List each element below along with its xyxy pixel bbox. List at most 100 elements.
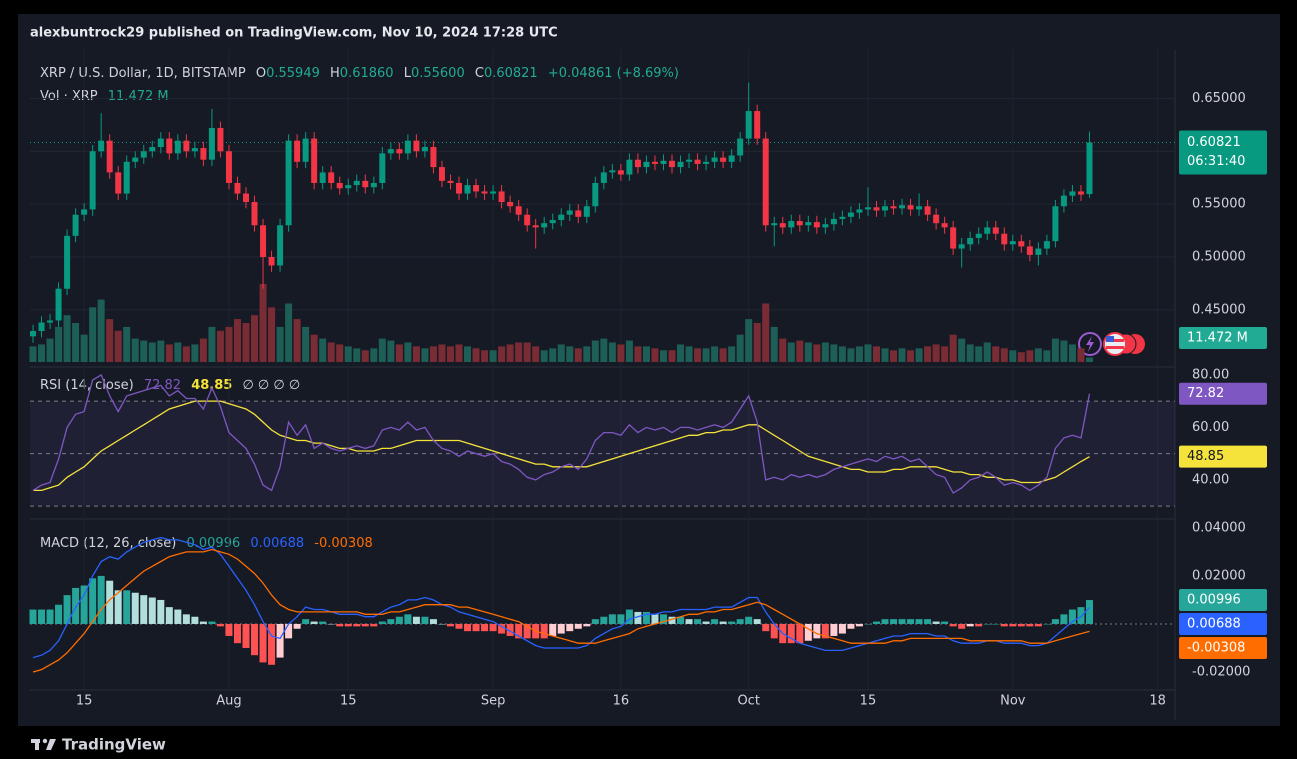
- candle-body: [174, 140, 181, 154]
- ohlc-value: 0.55600: [411, 66, 465, 81]
- volume-bar: [668, 350, 676, 362]
- volume-bar: [702, 348, 710, 362]
- icon: [1106, 346, 1124, 349]
- candle-body: [788, 221, 795, 228]
- candle-body: [464, 185, 471, 194]
- x-tick-label: 18: [1149, 694, 1166, 709]
- candle-body: [1086, 142, 1093, 195]
- histogram-bar: [106, 580, 114, 624]
- histogram-bar: [421, 616, 429, 624]
- price-badge: [1179, 637, 1267, 660]
- candle-body: [771, 223, 778, 226]
- histogram-bar: [753, 619, 761, 624]
- candle-body: [626, 159, 633, 175]
- histogram-bar: [975, 623, 983, 627]
- candle-body: [225, 151, 232, 183]
- candle-body: [157, 138, 164, 148]
- candle-body: [856, 209, 863, 213]
- histogram-bar: [694, 619, 702, 624]
- volume-bar: [830, 344, 838, 362]
- candle-body: [115, 172, 122, 194]
- histogram-bar: [804, 623, 812, 641]
- candle-body: [882, 206, 888, 211]
- volume-bar: [29, 346, 37, 362]
- volume-bar: [1051, 338, 1059, 362]
- volume-bar: [907, 350, 915, 362]
- volume-bar: [779, 338, 787, 362]
- candle-body: [456, 182, 462, 194]
- change: +0.04861 (+8.69%): [548, 66, 679, 81]
- histogram-bar: [685, 619, 693, 624]
- candle-body: [132, 157, 139, 162]
- volume-bar: [1060, 340, 1068, 362]
- ohlc-key: O: [256, 66, 266, 81]
- candle-body: [81, 209, 88, 215]
- volume-bar: [625, 340, 633, 362]
- volume-bar: [80, 334, 88, 362]
- volume-bar: [387, 340, 395, 362]
- histogram-bar: [872, 621, 880, 624]
- histogram-bar: [165, 607, 173, 624]
- candle-body: [754, 111, 761, 139]
- histogram-bar: [446, 623, 454, 627]
- x-tick-label: 15: [340, 694, 357, 709]
- histogram-bar: [736, 619, 744, 624]
- histogram-bar: [157, 599, 165, 624]
- volume-bar: [762, 303, 770, 362]
- logo-part: [42, 738, 48, 744]
- candle-body: [404, 140, 411, 154]
- badge-label: 11.472 M: [1187, 331, 1248, 346]
- badge-label: 48.85: [1187, 449, 1224, 464]
- volume-bar: [745, 319, 753, 362]
- histogram-bar: [668, 616, 676, 624]
- volume-bar: [97, 299, 105, 362]
- histogram-bar: [941, 621, 949, 624]
- volume-bar: [864, 344, 872, 362]
- histogram-bar: [821, 623, 829, 639]
- histogram-bar: [702, 621, 710, 624]
- brand-logo: [31, 738, 56, 750]
- chart-background: [18, 14, 1280, 726]
- volume-bar: [310, 334, 318, 362]
- volume-bar: [677, 344, 685, 362]
- histogram-bar: [97, 575, 105, 624]
- candle-body: [260, 225, 267, 258]
- candle-body: [285, 140, 292, 226]
- rsi-value: 72.82: [144, 378, 181, 393]
- candle-body: [55, 288, 62, 321]
- macd-legend: MACD (12, 26, close) 0.00996 0.00688 -0.…: [40, 536, 373, 551]
- volume-bar: [89, 307, 97, 362]
- candle-body: [311, 138, 318, 183]
- volume-bar: [182, 346, 190, 362]
- volume-bar: [114, 330, 122, 362]
- histogram-bar: [293, 623, 301, 629]
- volume-bar: [1043, 350, 1051, 362]
- volume-bar: [72, 323, 80, 362]
- candle-body: [660, 160, 667, 164]
- histogram-bar: [208, 621, 216, 624]
- price-badge: [1179, 327, 1267, 349]
- histogram-bar: [259, 623, 267, 663]
- candle-body: [1043, 241, 1050, 249]
- ohlc-value: 0.55949: [266, 66, 320, 81]
- volume-bar: [770, 326, 778, 362]
- candle-body: [873, 207, 880, 211]
- histogram-bar: [608, 614, 616, 624]
- volume-bar: [344, 346, 352, 362]
- y-tick-label: 80.00: [1192, 367, 1229, 382]
- candle-body: [975, 233, 982, 238]
- candle-body: [1001, 233, 1008, 245]
- volume-bar: [233, 319, 241, 362]
- volume-bar: [557, 344, 565, 362]
- candle-body: [396, 149, 403, 154]
- candle-body: [847, 212, 854, 217]
- volume-bar: [55, 326, 63, 362]
- volume-bar: [472, 348, 480, 362]
- y-tick-label: 0.50000: [1192, 250, 1246, 265]
- candle-body: [967, 237, 974, 245]
- histogram-bar: [728, 621, 736, 624]
- x-tick-label: Sep: [481, 694, 506, 709]
- histogram-bar: [523, 623, 531, 639]
- histogram-bar: [1026, 623, 1034, 627]
- volume-bar: [549, 348, 557, 362]
